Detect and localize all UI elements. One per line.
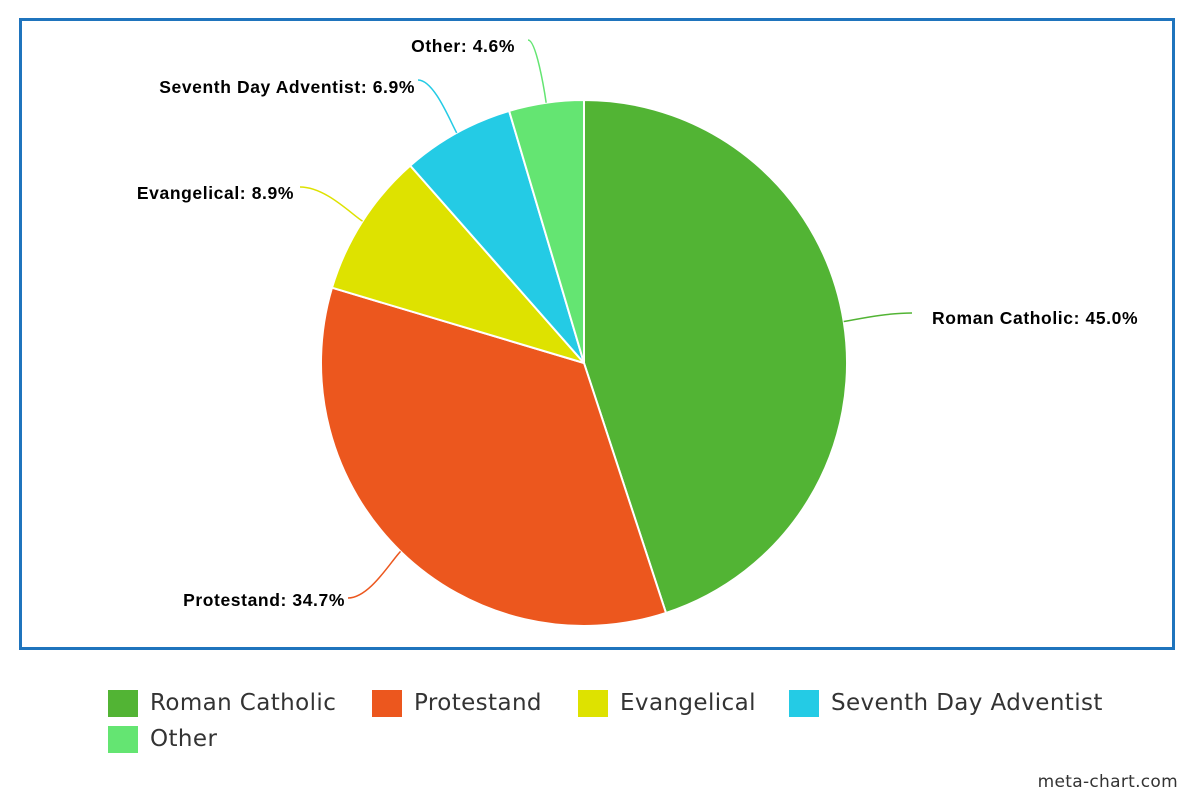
legend-item-evangelical[interactable]: Evangelical (578, 686, 756, 720)
slice-label-evangelical: Evangelical: 8.9% (137, 183, 294, 203)
legend-label-seventh-day-adventist: Seventh Day Adventist (831, 690, 1103, 716)
slice-label-seventh-day-adventist: Seventh Day Adventist: 6.9% (159, 77, 415, 97)
legend-label-roman-catholic: Roman Catholic (150, 690, 337, 716)
slice-label-other: Other: 4.6% (411, 36, 515, 56)
connector-seventh-day-adventist (417, 79, 458, 134)
slice-label-protestand: Protestand: 34.7% (183, 590, 345, 610)
pie-chart: Roman Catholic: 45.0% Protestand: 34.7% … (137, 36, 1138, 627)
pie-slice-evangelical[interactable] (331, 164, 585, 364)
legend-label-evangelical: Evangelical (620, 690, 756, 716)
slice-label-roman-catholic: Roman Catholic: 45.0% (932, 308, 1138, 328)
connector-evangelical (299, 186, 363, 222)
legend-item-other[interactable]: Other (108, 722, 217, 756)
connector-other (527, 39, 547, 103)
legend-item-seventh-day-adventist[interactable]: Seventh Day Adventist (789, 686, 1103, 720)
legend-label-protestand: Protestand (414, 690, 542, 716)
pie-slice-seventh-day-adventist[interactable] (409, 109, 585, 364)
legend-swatch-roman-catholic (108, 689, 138, 717)
legend-swatch-protestand (372, 689, 402, 717)
legend-item-roman-catholic[interactable]: Roman Catholic (108, 686, 336, 720)
legend-swatch-evangelical (578, 689, 608, 717)
legend-swatch-other (108, 725, 138, 753)
legend-label-other: Other (150, 726, 218, 752)
label-connectors (299, 39, 913, 599)
legend-item-protestand[interactable]: Protestand (372, 686, 542, 720)
slice-labels: Roman Catholic: 45.0% Protestand: 34.7% … (137, 36, 1138, 610)
pie-slices (320, 99, 848, 627)
connector-roman-catholic (843, 312, 913, 323)
connector-protestand (347, 550, 402, 599)
legend-swatch-seventh-day-adventist (789, 689, 819, 717)
pie-slice-roman-catholic[interactable] (583, 99, 848, 614)
credit-watermark[interactable]: meta-chart.com (1037, 772, 1178, 792)
pie-slice-protestand[interactable] (320, 286, 667, 627)
